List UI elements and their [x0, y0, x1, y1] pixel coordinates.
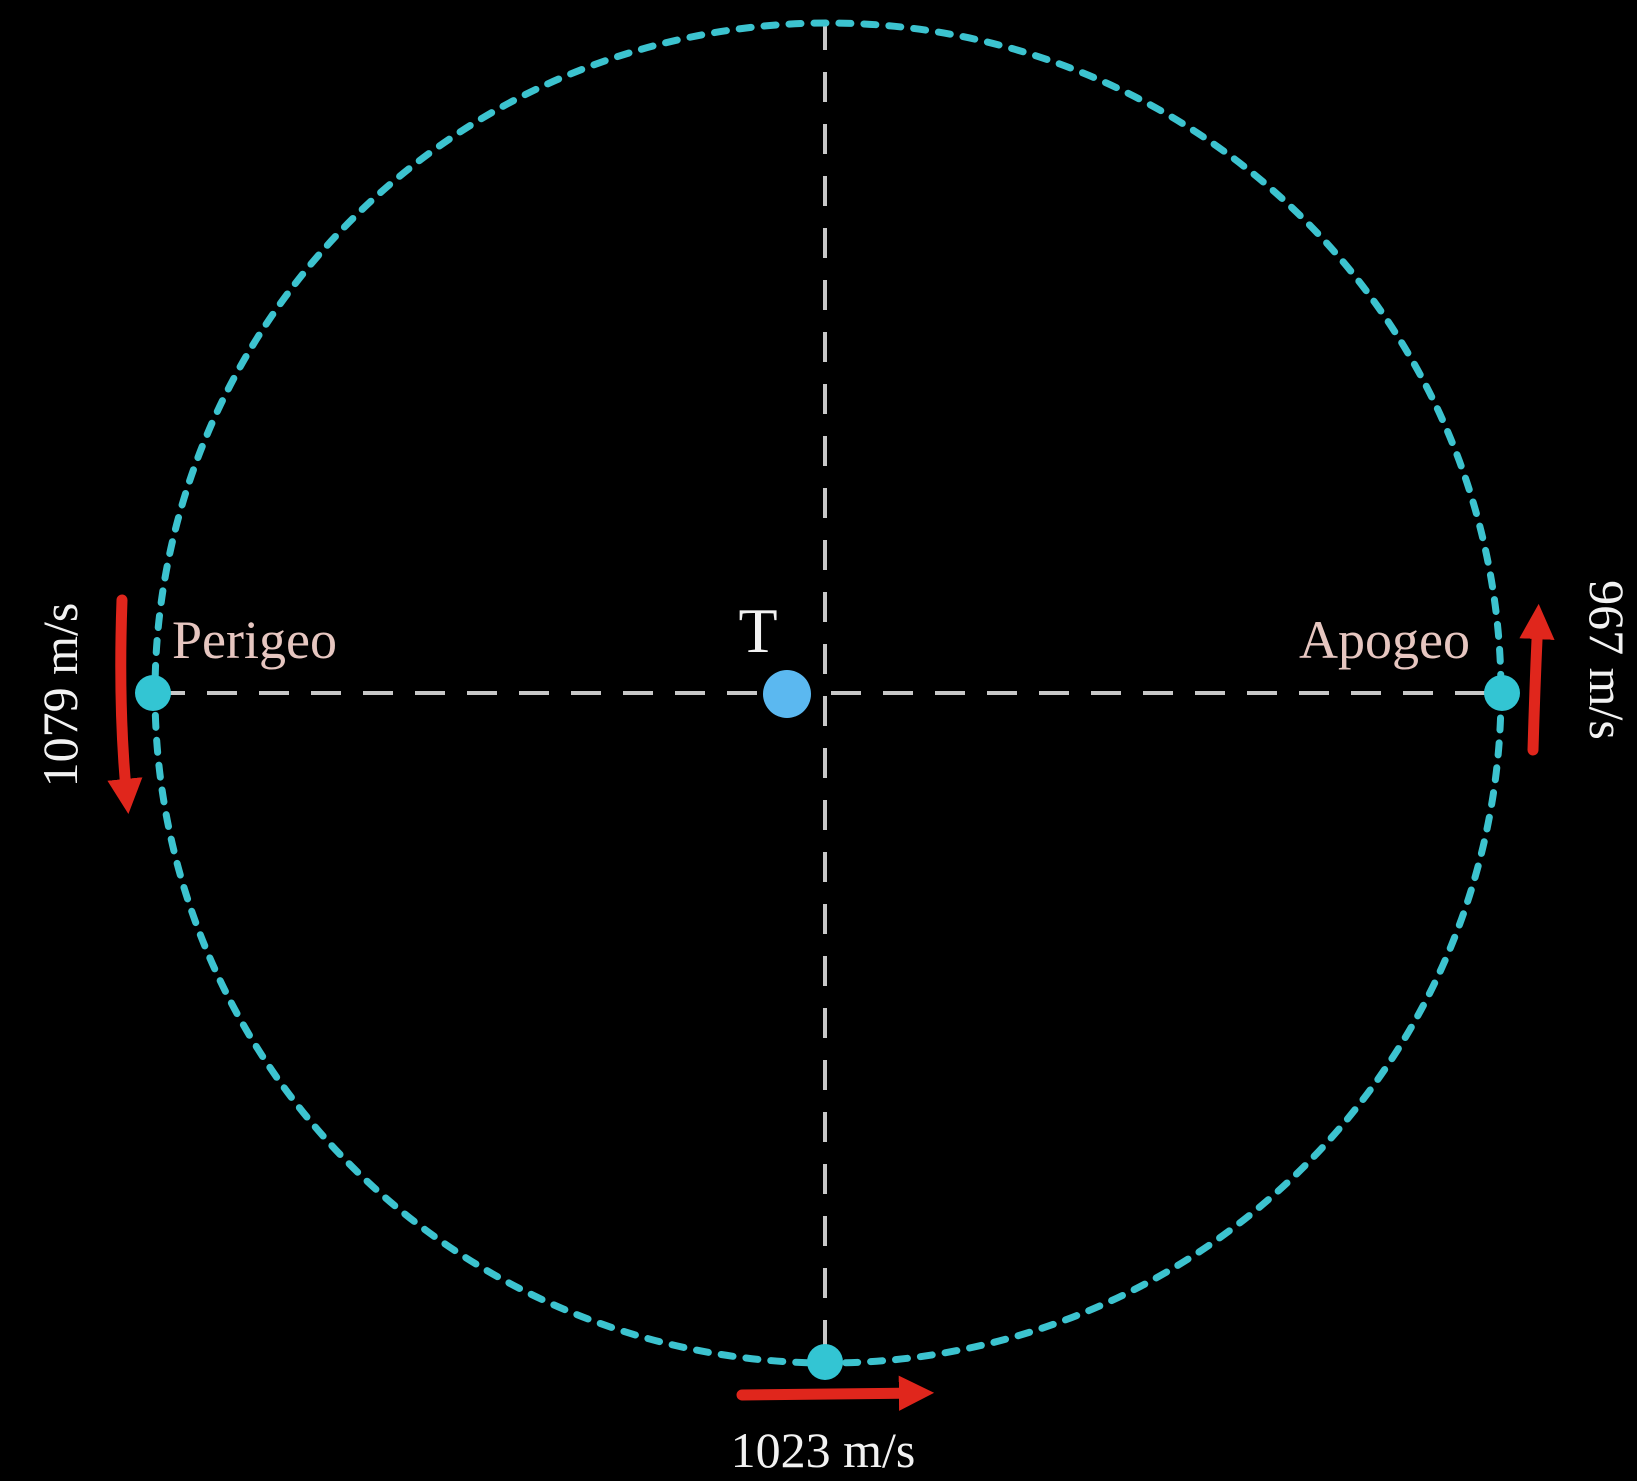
perigee-point — [135, 675, 171, 711]
apogee-speed-label: 967 m/s — [1579, 580, 1635, 740]
apogee-point — [1484, 675, 1520, 711]
apogee-label: Apogeo — [1299, 610, 1470, 670]
minor-axis-speed-label: 1023 m/s — [731, 1422, 916, 1478]
apogee-velocity-arrow — [1519, 603, 1555, 756]
minor-axis-point — [807, 1344, 843, 1380]
perigee-speed-label: 1079 m/s — [32, 603, 88, 788]
minor-axis-velocity-arrow — [736, 1375, 935, 1411]
center-label: T — [738, 595, 777, 666]
perigee-velocity-arrow — [107, 594, 143, 815]
perigee-label: Perigeo — [172, 610, 337, 670]
earth-body — [763, 670, 811, 718]
